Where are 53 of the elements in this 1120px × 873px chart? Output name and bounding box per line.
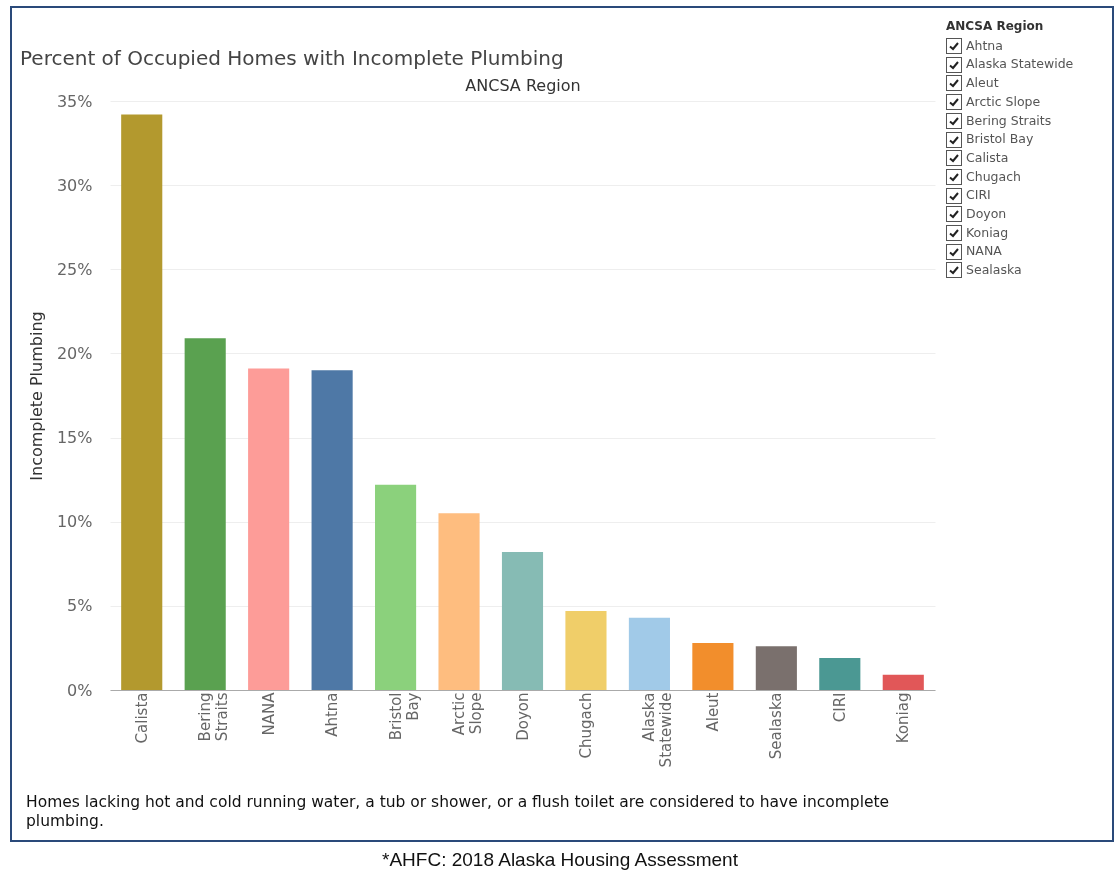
text: Calista [966,148,1009,167]
chart-title: Percent of Occupied Homes with Incomplete Plumbing [20,46,564,70]
bar [121,114,163,690]
x-tick-label: Bristol Bay [386,692,422,741]
text: NANA [966,242,1002,261]
text: Homes lacking hot and cold running water, a tub or shower, or a flush toilet are considered to have incomplete plumbing. [26,793,891,831]
y-tick-label: 20% [56,343,93,363]
y-tick-label: 25% [56,259,93,279]
bar [628,617,670,690]
x-tick-label: Aleut [703,692,722,732]
x-tick-label: Alaska Statewide [640,692,676,768]
text: *AHFC: 2018 Alaska Housing Assessment [381,849,739,871]
bar [565,610,607,690]
bar [184,338,226,690]
x-tick-label: Bering Straits [196,692,232,742]
text: Sealaska [966,261,1022,280]
x-tick-label: Chugach [576,692,595,759]
x-tick-label: Doyon [513,692,532,741]
bar [692,642,734,690]
x-tick-label: Sealaska [767,692,786,760]
y-axis-title: Incomplete Plumbing [26,311,46,481]
text: CIRI [966,186,991,205]
x-tick-label: Calista [132,692,151,744]
text: Bering Straits [966,111,1052,130]
text: Arctic Slope [966,92,1041,111]
x-tick-label: CIRI [830,692,849,723]
y-tick-label: 30% [56,175,93,195]
y-tick-label: 5% [67,596,93,616]
y-tick-label: 10% [56,512,93,532]
y-tick-label: 35% [56,91,93,111]
text: Aleut [966,74,999,93]
text: Ahtna [966,36,1003,55]
x-tick-label: NANA [259,691,278,736]
text: Bristol Bay [966,130,1034,149]
bar [755,646,797,690]
y-tick-label: 0% [67,680,93,700]
x-axis-title: ANCSA Region [465,75,581,95]
x-tick-label: Ahtna [323,692,342,737]
y-tick-label: 15% [56,428,93,448]
x-tick-label: Koniag [894,692,913,744]
text: Chugach [966,167,1021,186]
text: Alaska Statewide [966,55,1074,74]
bar [501,552,544,690]
bar [438,513,480,690]
text: ANCSA Region [946,18,1045,35]
bar [311,370,353,690]
text: Koniag [966,223,1009,242]
bar [375,484,417,690]
bar [882,674,924,690]
text: Doyon [966,205,1007,224]
bar [819,658,861,690]
bar [248,368,290,690]
x-tick-label: Arctic Slope [450,692,486,736]
